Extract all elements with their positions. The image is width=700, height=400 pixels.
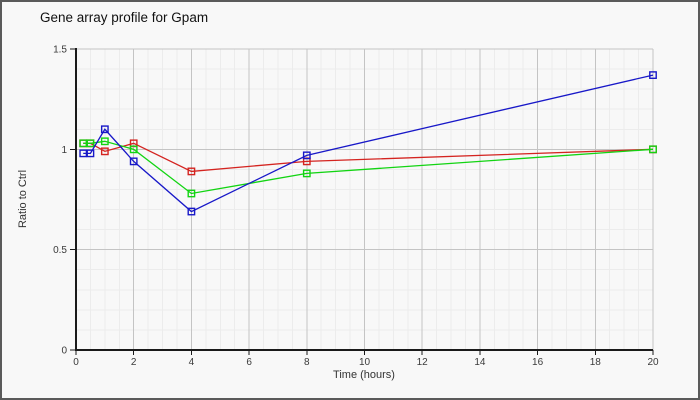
green-series-marker bbox=[100, 137, 109, 146]
blue-series-marker bbox=[302, 151, 311, 160]
x-tick-label: 6 bbox=[246, 357, 252, 368]
x-tick-label: 12 bbox=[417, 357, 429, 368]
green-series-marker bbox=[86, 139, 95, 148]
x-axis-label: Time (hours) bbox=[333, 369, 395, 381]
blue-series-marker bbox=[100, 125, 109, 134]
x-tick-label: 14 bbox=[474, 357, 486, 368]
x-tick-label: 18 bbox=[590, 357, 602, 368]
x-tick-label: 8 bbox=[304, 357, 310, 368]
red-series-line bbox=[83, 142, 654, 173]
blue-series-line bbox=[83, 74, 654, 213]
green-series-marker bbox=[129, 145, 138, 154]
x-tick-label: 4 bbox=[189, 357, 195, 368]
x-tick-label: 0 bbox=[73, 357, 79, 368]
green-series-marker bbox=[187, 189, 196, 198]
red-series-marker bbox=[187, 167, 196, 176]
y-tick-label: 0.5 bbox=[53, 245, 67, 256]
blue-series-marker bbox=[187, 207, 196, 216]
x-tick-label: 16 bbox=[532, 357, 544, 368]
x-tick-label: 10 bbox=[359, 357, 371, 368]
green-series-marker bbox=[79, 139, 88, 148]
blue-series-marker bbox=[79, 149, 88, 158]
blue-series-marker bbox=[86, 149, 95, 158]
red-series-marker bbox=[100, 147, 109, 156]
green-series-line bbox=[83, 140, 654, 195]
blue-series-marker bbox=[129, 157, 138, 166]
chart-title: Gene array profile for Gpam bbox=[40, 10, 209, 25]
blue-series-marker bbox=[649, 71, 657, 79]
x-tick-label: 2 bbox=[131, 357, 137, 368]
x-tick-label: 20 bbox=[647, 357, 659, 368]
y-tick-label: 0 bbox=[61, 346, 67, 357]
y-tick-label: 1.5 bbox=[53, 45, 67, 56]
y-tick-label: 1 bbox=[61, 145, 67, 156]
green-series-marker bbox=[302, 169, 311, 178]
green-series-marker bbox=[649, 145, 657, 154]
